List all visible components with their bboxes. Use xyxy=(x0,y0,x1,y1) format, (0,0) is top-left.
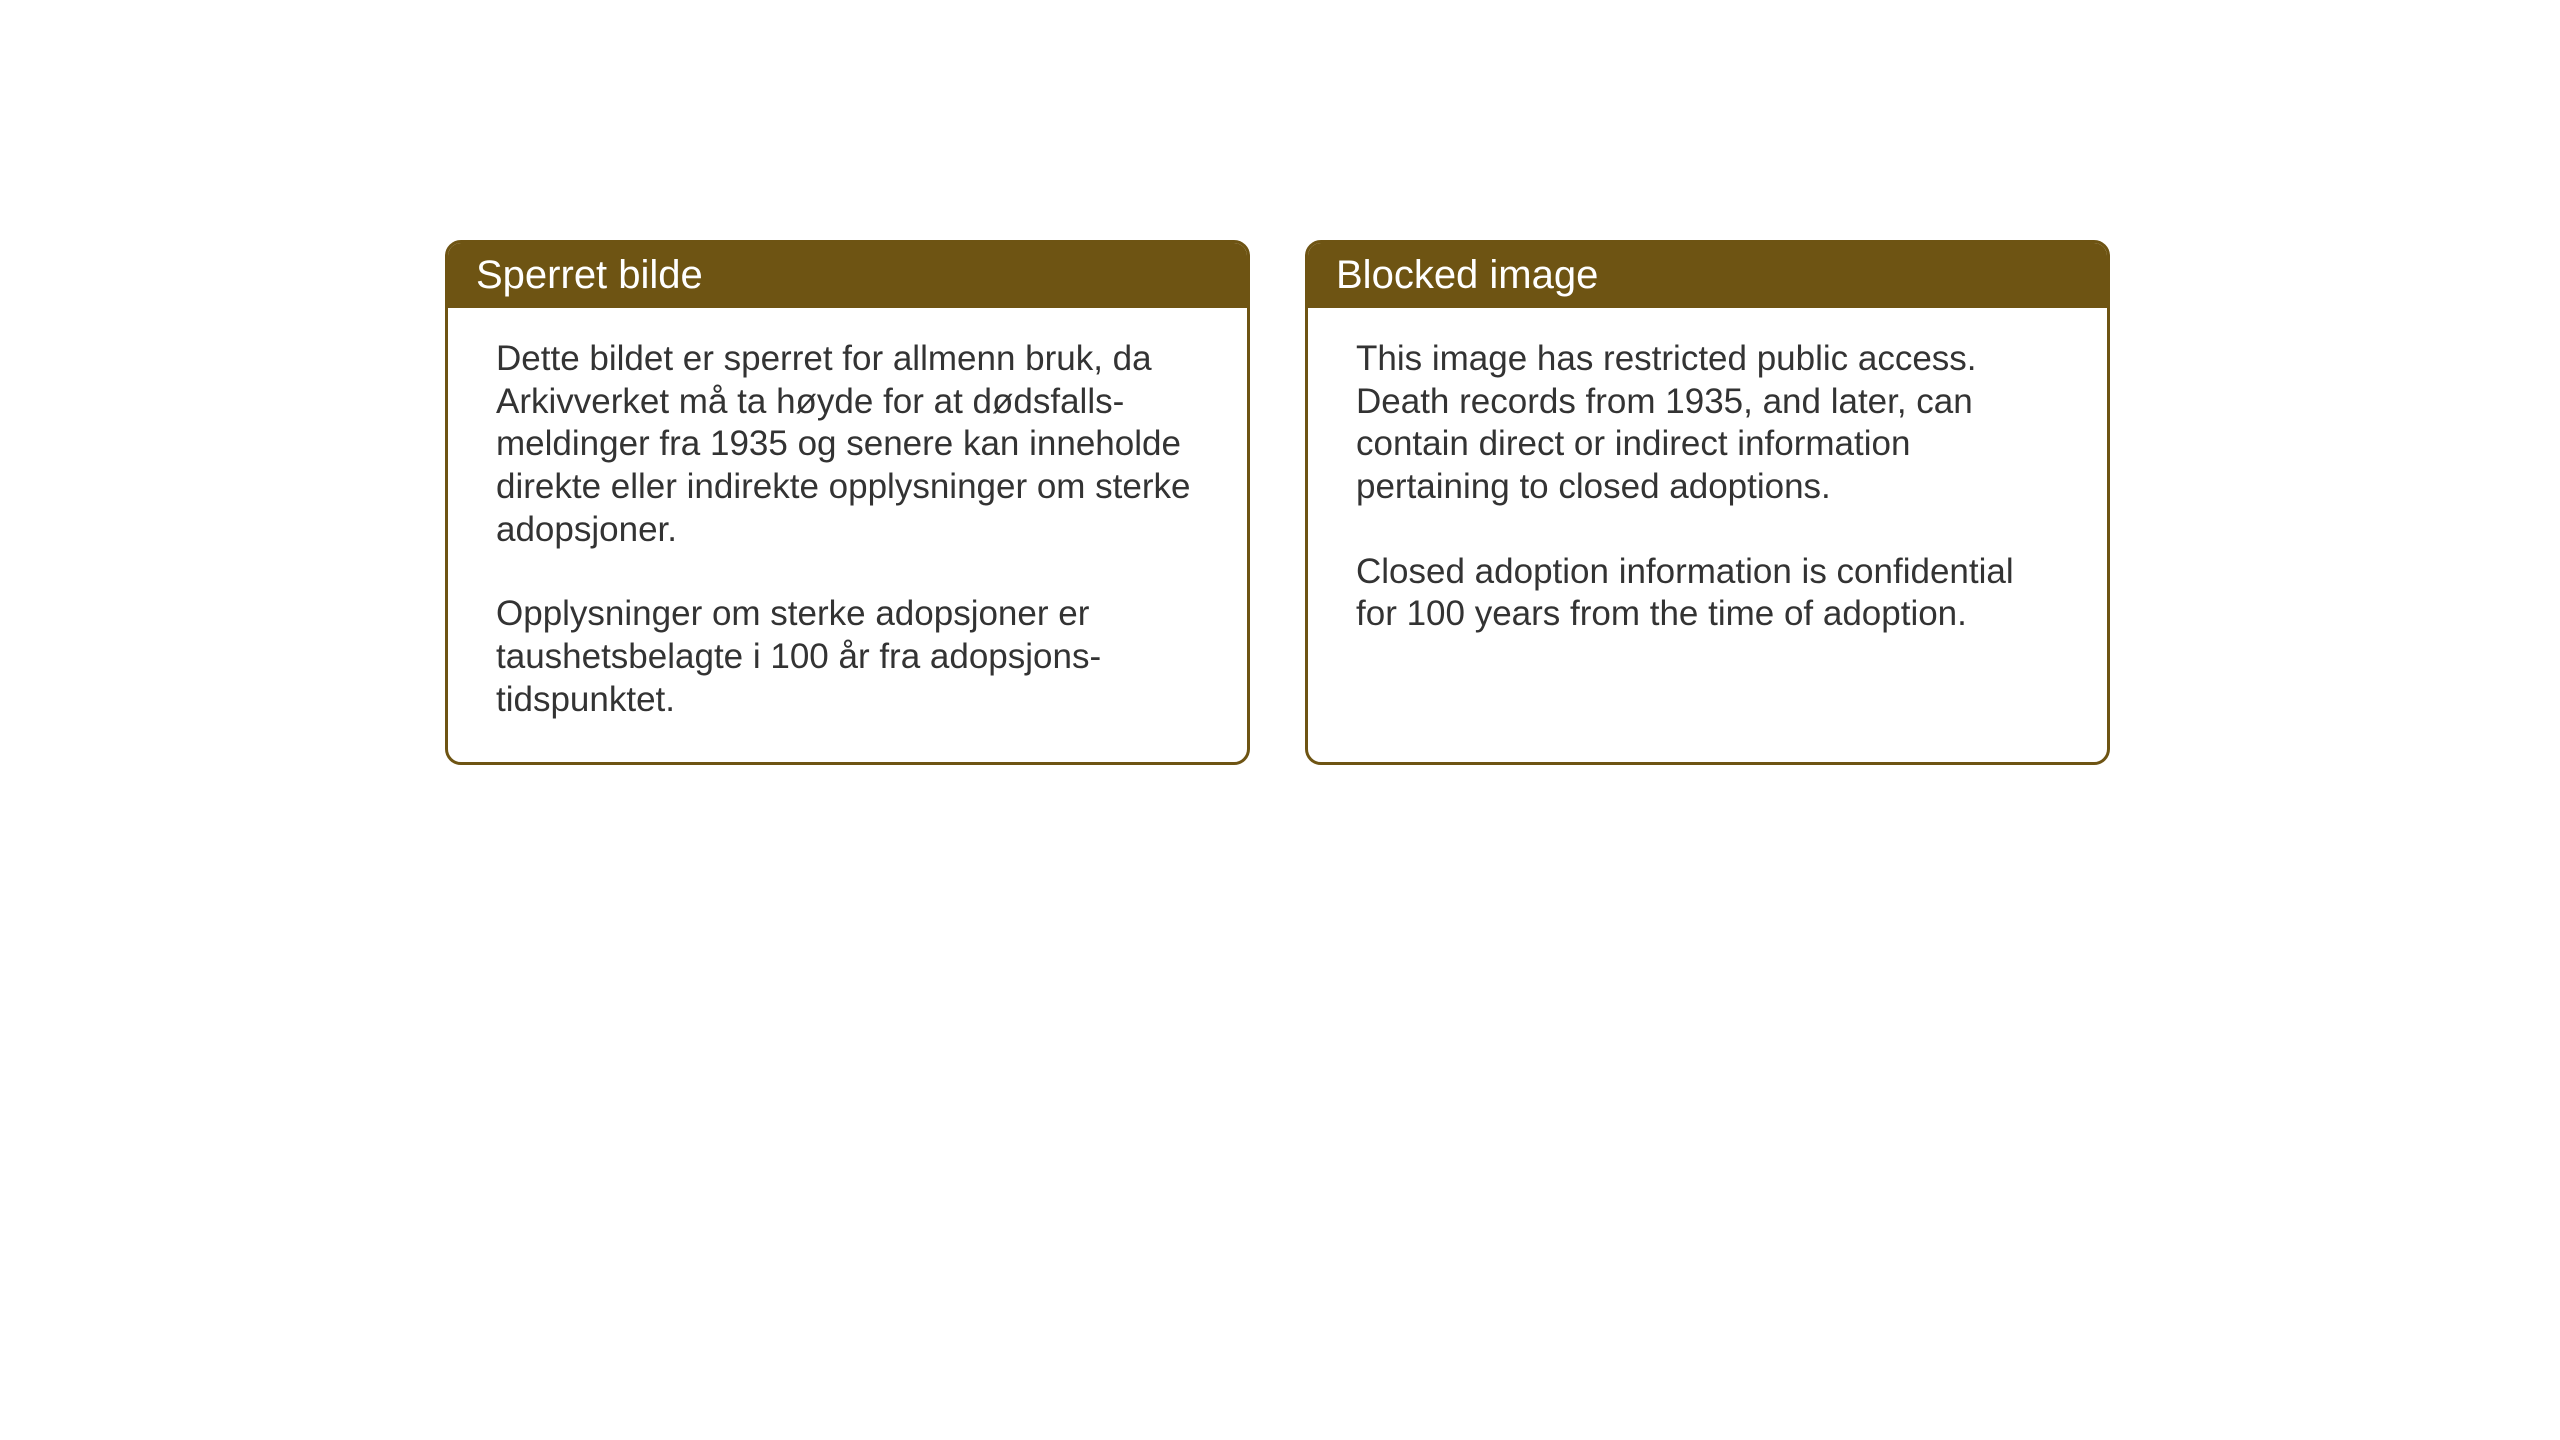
notice-card-english: Blocked image This image has restricted … xyxy=(1305,240,2110,765)
card-header-english: Blocked image xyxy=(1308,243,2107,308)
card-paragraph: Closed adoption information is confident… xyxy=(1356,551,2059,636)
card-title: Sperret bilde xyxy=(476,253,703,297)
card-body-english: This image has restricted public access.… xyxy=(1308,308,2107,738)
notice-container: Sperret bilde Dette bildet er sperret fo… xyxy=(445,240,2110,765)
card-title: Blocked image xyxy=(1336,253,1598,297)
card-header-norwegian: Sperret bilde xyxy=(448,243,1247,308)
card-paragraph: This image has restricted public access.… xyxy=(1356,338,2059,509)
notice-card-norwegian: Sperret bilde Dette bildet er sperret fo… xyxy=(445,240,1250,765)
card-body-norwegian: Dette bildet er sperret for allmenn bruk… xyxy=(448,308,1247,762)
card-paragraph: Opplysninger om sterke adopsjoner er tau… xyxy=(496,593,1199,721)
card-paragraph: Dette bildet er sperret for allmenn bruk… xyxy=(496,338,1199,551)
